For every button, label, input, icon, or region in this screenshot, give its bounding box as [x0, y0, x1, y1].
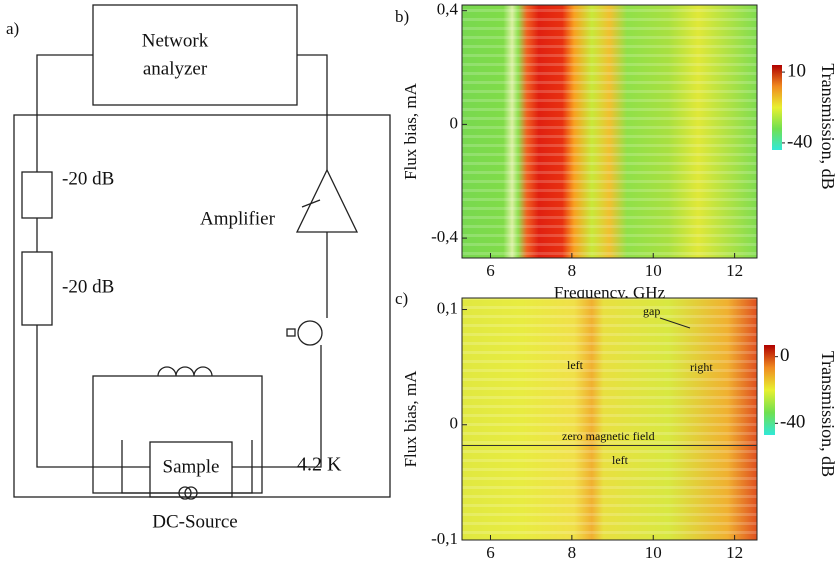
colorbar-label: Transmission, dB — [818, 63, 838, 189]
panel-label: b) — [395, 7, 409, 26]
y-tick-label: -0,1 — [431, 529, 458, 548]
y-tick-label: 0 — [450, 414, 459, 433]
wire — [197, 440, 253, 494]
annotation: left — [567, 358, 584, 372]
sample-label: Sample — [163, 456, 220, 477]
current-source — [184, 486, 198, 500]
temperature-label: 4.2 K — [297, 454, 342, 476]
wire — [232, 345, 322, 468]
x-axis-label: Frequency, GHz — [554, 283, 666, 302]
x-tick-label: 8 — [568, 261, 577, 280]
attenuator-label: -20 dB — [62, 168, 114, 189]
squid — [286, 328, 296, 337]
analyzer-label: analyzer — [143, 58, 208, 79]
y-tick-label: 0,1 — [437, 298, 458, 317]
x-tick-label: 12 — [726, 543, 743, 562]
x-tick-label: 6 — [486, 543, 495, 562]
panel-label: c) — [395, 289, 408, 308]
attenuator-label: -20 dB — [62, 276, 114, 297]
x-tick-label: 10 — [645, 543, 662, 562]
heatmap-texture — [462, 5, 757, 258]
colorbar-tick-label: 0 — [780, 345, 790, 366]
x-tick-label: 12 — [726, 261, 743, 280]
x-tick-label: 10 — [645, 261, 662, 280]
colorbar-tick-label: 10 — [787, 60, 806, 81]
annotations: gap left right zero magnetic field left — [562, 304, 713, 467]
x-tick-label: 8 — [568, 543, 577, 562]
y-axis-label: Flux bias, mA — [401, 370, 420, 468]
source-label: DC-Source — [152, 511, 237, 532]
y-axis-label: Flux bias, mA — [401, 82, 420, 180]
amplifier — [295, 168, 359, 233]
analyzer-label: Network — [142, 30, 209, 51]
amplifier-label: Amplifier — [200, 208, 276, 229]
panel-label: a) — [6, 19, 19, 38]
leader — [659, 317, 691, 329]
plot-frame — [461, 4, 758, 259]
wire — [36, 54, 93, 172]
leader — [301, 199, 321, 208]
y-tick-label: -0,4 — [431, 227, 458, 246]
y-tick-label: 0 — [450, 113, 459, 132]
colorbar-tick-label: -40 — [787, 131, 812, 152]
x-tick-label: 6 — [486, 261, 495, 280]
x-axis-label: Frequency, GHz — [554, 565, 666, 567]
annotation: gap — [643, 304, 660, 318]
annotation: zero magnetic field — [562, 429, 655, 443]
inductor — [157, 366, 213, 377]
colorbar-label: Transmission, dB — [818, 351, 838, 477]
current-source — [178, 486, 192, 500]
attenuator — [21, 251, 53, 326]
squid — [297, 320, 323, 346]
wire — [297, 54, 328, 170]
wire — [121, 440, 179, 494]
colorbar-tick-label: -40 — [780, 412, 805, 433]
annotation: left — [612, 453, 629, 467]
annotation: right — [690, 360, 713, 374]
heatmap-texture — [462, 298, 757, 540]
y-tick-label: 0,4 — [437, 0, 459, 19]
wire — [36, 325, 150, 468]
circuit: a) Network analyzer -20 dB -20 dB Amplif… — [6, 4, 391, 532]
plot-frame — [461, 297, 758, 541]
colorbar — [764, 345, 775, 435]
analyzer-box — [92, 4, 298, 106]
colorbar — [772, 65, 782, 150]
sample-box — [149, 441, 233, 498]
attenuator — [21, 171, 53, 219]
